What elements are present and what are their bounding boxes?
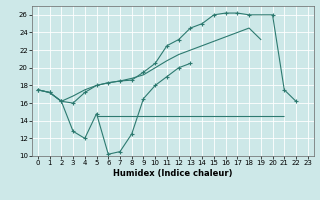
X-axis label: Humidex (Indice chaleur): Humidex (Indice chaleur): [113, 169, 233, 178]
